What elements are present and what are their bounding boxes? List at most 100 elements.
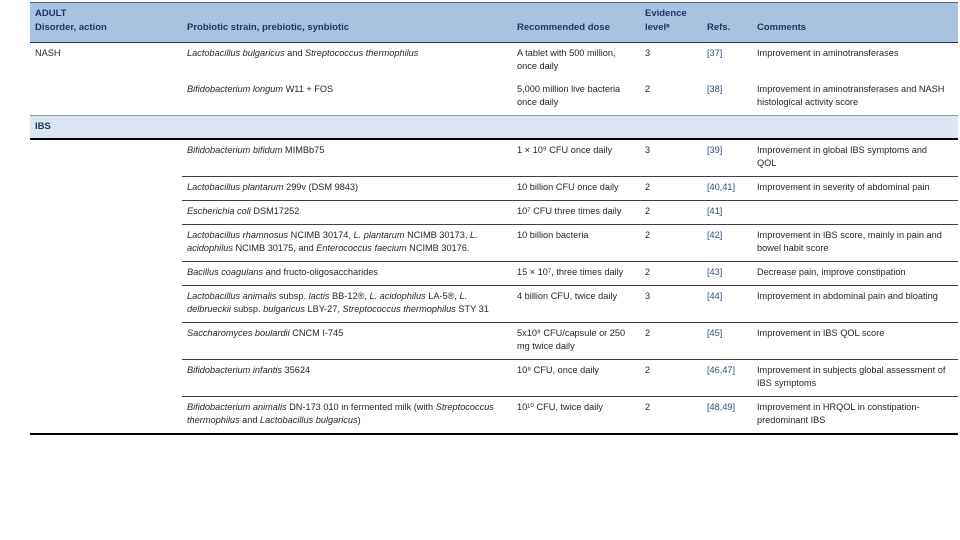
cell-dose: A tablet with 500 million, once daily	[517, 48, 616, 71]
ref-link[interactable]: [37]	[707, 48, 723, 58]
ref-link[interactable]: [45]	[707, 328, 723, 338]
table-row: Bacillus coagulans and fructo-oligosacch…	[30, 261, 958, 286]
cell-disorder	[30, 201, 182, 225]
table-row: Bifidobacterium bifidum MIMBb75 1 × 10⁹ C…	[30, 139, 958, 177]
cell-evidence: 3	[640, 285, 702, 323]
cell-strain: Escherichia coli DSM17252	[182, 200, 512, 225]
cell-dose: 4 billion CFU, twice daily	[512, 285, 640, 323]
cell-refs: [37]	[702, 43, 752, 80]
cell-refs: [43]	[702, 261, 752, 286]
cell-evidence: 2	[640, 359, 702, 397]
table-row: Saccharomyces boulardii CNCM I-745 5x10⁹ …	[30, 322, 958, 360]
cell-disorder	[30, 397, 182, 435]
cell-dose: 10⁸ CFU, once daily	[512, 359, 640, 397]
cell-comments	[752, 200, 958, 225]
ref-link[interactable]: [38]	[707, 84, 723, 94]
cell-refs: [46,47]	[702, 359, 752, 397]
table-row: Bifidobacterium infantis 35624 10⁸ CFU, o…	[30, 359, 958, 397]
cell-refs: [38]	[702, 79, 752, 116]
cell-dose: 10⁷ CFU three times daily	[512, 200, 640, 225]
column-header-comments: Comments	[752, 2, 958, 43]
cell-evidence: 2	[640, 224, 702, 262]
table-row: Lactobacillus rhamnosus NCIMB 30174, L. …	[30, 224, 958, 262]
cell-refs: [45]	[702, 322, 752, 360]
cell-disorder: NASH	[35, 48, 61, 58]
table-row: Bifidobacterium animalis DN-173 010 in f…	[30, 396, 958, 435]
cell-evidence: 3	[645, 145, 651, 155]
ref-link[interactable]: [43]	[707, 267, 723, 277]
cell-evidence: 2	[640, 176, 702, 201]
column-header-refs: Refs.	[702, 2, 752, 43]
cell-disorder	[30, 323, 182, 360]
cell-comments: Improvement in global IBS symptoms and Q…	[757, 145, 928, 168]
cell-evidence: 2	[640, 261, 702, 286]
cell-evidence: 2	[640, 322, 702, 360]
section-band-ibs: IBS	[30, 115, 958, 140]
cell-refs: [48,49]	[702, 396, 752, 434]
ref-link[interactable]: [40,41]	[707, 182, 736, 192]
cell-comments: Improvement in IBS QOL score	[752, 322, 958, 360]
section-band-label: IBS	[30, 115, 958, 140]
cell-refs: [42]	[702, 224, 752, 262]
column-header-disorder: ADULT Disorder, action	[30, 2, 182, 43]
cell-comments: Improvement in IBS score, mainly in pain…	[752, 224, 958, 262]
probiotics-table: ADULT Disorder, action Probiotic strain,…	[30, 2, 958, 435]
cell-disorder	[30, 286, 182, 323]
ref-link[interactable]: [39]	[707, 145, 723, 155]
cell-comments: Improvement in severity of abdominal pai…	[752, 176, 958, 201]
ref-link[interactable]: [46,47]	[707, 365, 736, 375]
cell-disorder	[30, 177, 182, 201]
table-row: Lactobacillus plantarum 299v (DSM 9843) 1…	[30, 176, 958, 201]
probiotics-table-container: ADULT Disorder, action Probiotic strain,…	[30, 2, 958, 435]
group-title: ADULT	[35, 8, 67, 19]
cell-dose: 10 billion CFU once daily	[512, 176, 640, 201]
cell-dose: 1 × 10⁹ CFU once daily	[517, 145, 613, 155]
cell-comments: Improvement in HRQOL in constipation-pre…	[752, 396, 958, 434]
cell-disorder	[30, 139, 182, 177]
cell-strain: Lactobacillus rhamnosus NCIMB 30174, L. …	[182, 224, 512, 262]
cell-dose: 10 billion bacteria	[512, 224, 640, 262]
cell-disorder	[30, 360, 182, 397]
ref-link[interactable]: [48,49]	[707, 402, 736, 412]
cell-disorder	[30, 225, 182, 262]
cell-evidence: 3	[645, 48, 651, 58]
cell-strain: Bifidobacterium bifidum MIMBb75	[187, 145, 325, 155]
ref-link[interactable]: [44]	[707, 291, 723, 301]
table-body: NASH Lactobacillus bulgaricus and Strepto…	[30, 43, 958, 435]
cell-comments: Decrease pain, improve constipation	[752, 261, 958, 286]
cell-evidence: 2	[640, 396, 702, 434]
cell-comments: Improvement in abdominal pain and bloati…	[752, 285, 958, 323]
table-row: Bifidobacterium longum W11 + FOS 5,000 mi…	[30, 79, 958, 116]
ref-link[interactable]: [42]	[707, 230, 723, 240]
table-header: ADULT Disorder, action Probiotic strain,…	[30, 2, 958, 43]
cell-strain: Lactobacillus plantarum 299v (DSM 9843)	[182, 176, 512, 201]
ref-link[interactable]: [41]	[707, 206, 723, 216]
cell-refs: [41]	[702, 200, 752, 225]
cell-disorder	[30, 79, 182, 116]
cell-dose: 5,000 million live bacteria once daily	[517, 84, 621, 107]
cell-strain: Bifidobacterium animalis DN-173 010 in f…	[182, 396, 512, 434]
column-header-strain: Probiotic strain, prebiotic, synbiotic	[182, 2, 512, 43]
cell-strain: Bifidobacterium infantis 35624	[182, 359, 512, 397]
cell-refs: [40,41]	[702, 176, 752, 201]
column-header-evidence: Evidence levelᵃ	[640, 2, 702, 43]
cell-strain: Lactobacillus bulgaricus and Streptococc…	[187, 48, 419, 58]
cell-dose: 15 × 10⁷, three times daily	[512, 261, 640, 286]
cell-comments: Improvement in aminotransferases	[757, 48, 899, 58]
cell-comments: Improvement in subjects global assessmen…	[752, 359, 958, 397]
cell-strain: Saccharomyces boulardii CNCM I-745	[182, 322, 512, 360]
cell-strain: Lactobacillus animalis subsp. lactis BB-…	[182, 285, 512, 323]
cell-dose: 10¹⁰ CFU, twice daily	[512, 396, 640, 434]
cell-refs: [44]	[702, 285, 752, 323]
cell-strain: Bacillus coagulans and fructo-oligosacch…	[182, 261, 512, 286]
table-row: Escherichia coli DSM17252 10⁷ CFU three t…	[30, 200, 958, 225]
cell-dose: 5x10⁹ CFU/capsule or 250 mg twice daily	[512, 322, 640, 360]
table-row: Lactobacillus animalis subsp. lactis BB-…	[30, 285, 958, 323]
table-row: NASH Lactobacillus bulgaricus and Strepto…	[30, 43, 958, 80]
cell-evidence: 2	[640, 200, 702, 225]
column-header-dose: Recommended dose	[512, 2, 640, 43]
cell-strain: Bifidobacterium longum W11 + FOS	[187, 84, 334, 94]
cell-evidence: 2	[645, 84, 651, 94]
cell-refs: [39]	[702, 139, 752, 177]
cell-comments: Improvement in aminotransferases and NAS…	[757, 84, 945, 107]
